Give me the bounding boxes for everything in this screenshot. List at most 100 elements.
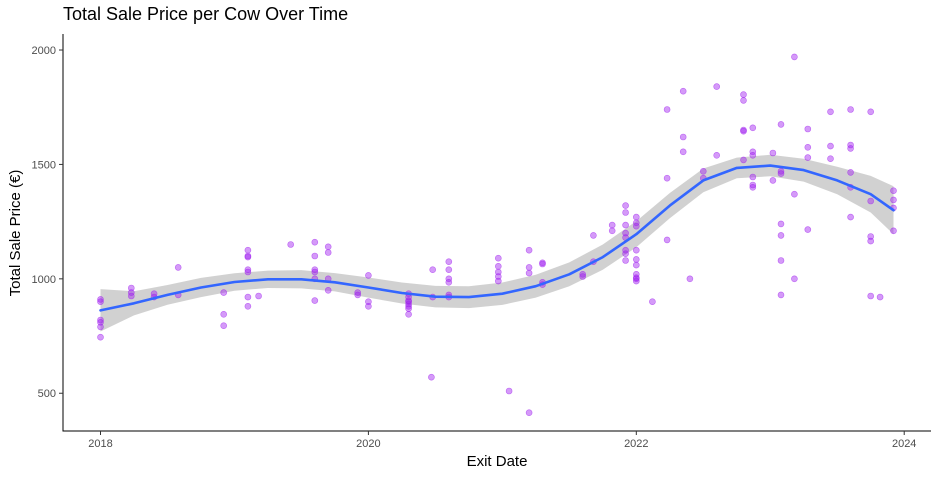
data-point xyxy=(244,268,252,276)
data-point xyxy=(777,170,785,177)
data-point xyxy=(777,121,785,128)
data-point xyxy=(590,232,597,239)
data-point xyxy=(622,202,629,209)
data-point xyxy=(663,174,671,182)
data-point xyxy=(804,144,812,151)
data-point xyxy=(867,292,875,300)
data-point xyxy=(679,148,687,156)
y-tick-label: 1000 xyxy=(32,274,56,286)
data-point xyxy=(622,246,629,254)
data-point xyxy=(324,286,332,294)
data-point xyxy=(150,290,158,298)
y-axis-title: Total Sale Price (€) xyxy=(7,170,24,297)
data-point xyxy=(579,270,587,278)
data-point xyxy=(622,209,629,216)
data-point xyxy=(429,266,437,274)
data-point xyxy=(354,289,362,296)
data-point xyxy=(749,152,757,159)
data-point xyxy=(777,257,785,264)
data-point xyxy=(791,53,798,61)
data-point xyxy=(804,154,812,161)
data-point xyxy=(632,270,640,278)
data-point xyxy=(445,275,453,283)
data-point xyxy=(445,258,453,266)
data-point xyxy=(740,91,747,98)
data-point xyxy=(777,220,785,228)
data-point xyxy=(354,291,362,299)
data-point xyxy=(311,238,319,246)
data-point xyxy=(244,302,252,310)
data-point xyxy=(405,302,412,310)
data-point xyxy=(128,289,135,296)
x-tick-label: 2018 xyxy=(88,438,112,450)
data-point xyxy=(494,254,502,262)
data-point xyxy=(847,106,854,113)
data-point xyxy=(649,298,656,306)
data-point xyxy=(255,292,262,300)
data-point xyxy=(311,266,319,274)
data-point xyxy=(777,291,785,299)
data-point xyxy=(220,289,227,296)
data-point xyxy=(632,246,640,254)
data-point xyxy=(174,264,182,271)
data-point xyxy=(505,387,513,395)
data-point xyxy=(97,318,104,326)
data-point xyxy=(405,305,412,312)
data-point xyxy=(405,298,412,306)
data-point xyxy=(749,184,757,191)
data-point xyxy=(128,284,135,292)
data-point xyxy=(445,266,453,274)
y-tick-label: 1500 xyxy=(32,159,56,171)
data-point xyxy=(749,181,757,189)
data-point xyxy=(405,300,412,308)
chart-title: Total Sale Price per Cow Over Time xyxy=(63,4,349,24)
data-point xyxy=(128,292,135,300)
data-point xyxy=(663,106,671,113)
data-point xyxy=(622,221,629,229)
data-point xyxy=(405,310,412,318)
data-point xyxy=(777,232,785,239)
data-point xyxy=(494,262,502,270)
data-point xyxy=(663,236,671,244)
data-point xyxy=(699,168,707,175)
data-point xyxy=(632,213,640,221)
data-point xyxy=(97,333,104,341)
data-point xyxy=(632,277,640,285)
smooth-trend-line xyxy=(99,164,895,312)
data-point xyxy=(749,124,757,132)
data-point xyxy=(97,316,104,324)
data-point xyxy=(867,233,875,240)
data-point xyxy=(494,273,502,280)
data-point xyxy=(525,246,533,254)
x-tick-label: 2020 xyxy=(356,438,380,450)
data-point xyxy=(525,264,533,271)
data-point xyxy=(769,149,777,157)
data-point xyxy=(608,221,616,229)
x-tick-label: 2022 xyxy=(624,438,648,450)
data-point xyxy=(679,87,687,95)
data-point xyxy=(311,252,319,260)
data-point xyxy=(847,141,854,149)
data-point xyxy=(622,257,629,264)
y-tick-label: 2000 xyxy=(32,45,56,57)
data-point xyxy=(867,197,875,205)
data-point xyxy=(713,83,721,90)
data-point xyxy=(890,227,897,235)
data-point xyxy=(622,229,629,237)
data-point xyxy=(428,373,435,381)
data-point xyxy=(97,323,104,331)
data-point xyxy=(324,243,332,251)
data-point xyxy=(713,152,721,159)
axes-layer: 2018 2020 2022 2024 500 1000 1500 2000 xyxy=(32,34,931,450)
data-point xyxy=(632,256,640,263)
data-point xyxy=(679,133,687,141)
data-point xyxy=(749,148,757,156)
data-point xyxy=(608,227,616,235)
data-point xyxy=(632,222,640,230)
data-point xyxy=(539,260,546,268)
data-point xyxy=(244,253,252,261)
data-point xyxy=(867,108,875,116)
data-point xyxy=(827,155,834,162)
data-point xyxy=(791,190,798,198)
